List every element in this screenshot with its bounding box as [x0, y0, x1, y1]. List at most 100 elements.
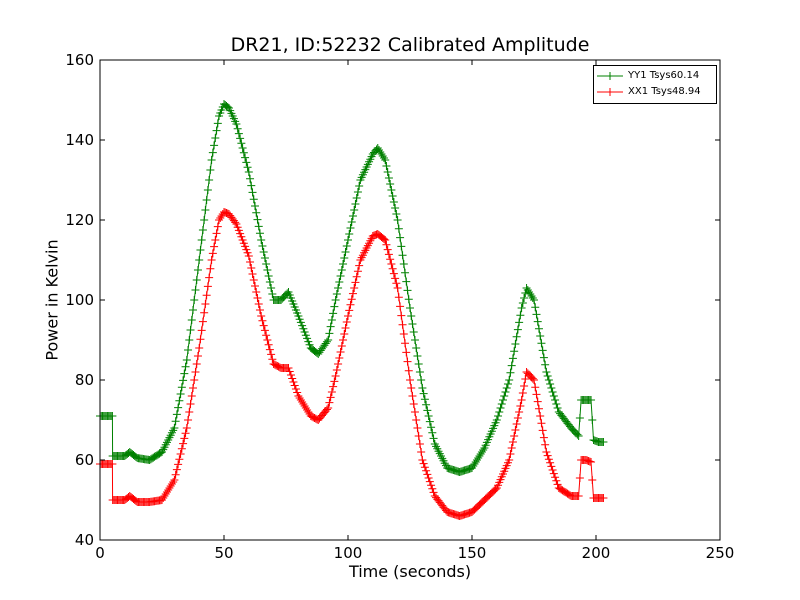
data-point-marker [530, 376, 538, 384]
data-point-marker [331, 296, 340, 304]
data-point-marker [238, 144, 247, 152]
data-point-marker [324, 336, 333, 344]
data-point-marker [422, 400, 431, 409]
x-axis-label: Time (seconds) [348, 562, 472, 581]
data-point-marker [332, 290, 341, 298]
data-point-marker [404, 366, 413, 375]
data-point-marker [295, 315, 304, 324]
data-point-marker [290, 381, 299, 390]
data-point-marker [330, 377, 339, 386]
data-point-marker [541, 360, 550, 369]
data-point-marker [201, 300, 210, 308]
data-point-marker [418, 384, 427, 392]
data-point-marker [252, 288, 261, 296]
data-point-marker [253, 215, 262, 224]
data-point-marker [184, 416, 193, 424]
series-line-1 [100, 211, 604, 517]
data-point-marker [184, 346, 193, 354]
data-point-marker [419, 389, 428, 398]
data-point-marker [379, 235, 388, 243]
data-point-marker [347, 295, 356, 304]
data-point-marker [552, 400, 561, 408]
data-point-marker [262, 260, 271, 268]
y-axis-label: Power in Kelvin [42, 239, 62, 361]
data-point-marker [528, 374, 537, 383]
data-point-marker [399, 330, 408, 338]
y-tick-label: 40 [75, 531, 94, 549]
data-point-marker [391, 204, 400, 212]
data-point-marker [518, 389, 527, 397]
data-point-marker [520, 382, 529, 390]
y-tick-label: 140 [65, 131, 94, 149]
data-point-marker [263, 336, 272, 344]
data-point-marker [543, 372, 552, 380]
data-point-marker [497, 400, 506, 408]
data-point-marker [394, 293, 403, 302]
data-point-marker [190, 296, 199, 304]
data-point-marker [353, 188, 362, 196]
data-point-marker [414, 432, 423, 440]
data-point-marker [198, 226, 207, 234]
data-point-marker [258, 316, 267, 325]
data-point-marker [534, 324, 543, 333]
data-point-marker [247, 264, 256, 272]
data-point-marker [268, 355, 277, 364]
data-point-marker [181, 362, 190, 371]
data-point-marker [205, 273, 214, 282]
data-point-marker [516, 311, 525, 320]
data-point-marker [383, 168, 392, 176]
data-point-marker [341, 324, 350, 332]
data-point-marker [254, 222, 263, 231]
data-point-marker [322, 405, 331, 414]
data-point-marker [510, 347, 519, 356]
data-point-marker [532, 310, 541, 319]
data-point-marker [521, 375, 530, 383]
data-point-marker [170, 476, 179, 484]
data-point-marker [530, 296, 538, 304]
data-point-marker [537, 419, 546, 428]
data-point-marker [189, 384, 197, 392]
data-point-marker [177, 383, 186, 392]
data-point-marker [531, 303, 540, 312]
data-point-marker [355, 182, 364, 190]
data-point-marker [201, 206, 210, 214]
data-point-marker [329, 309, 338, 318]
data-point-marker [254, 300, 263, 308]
data-point-marker [381, 156, 390, 164]
data-point-marker [394, 224, 403, 233]
data-point-marker [533, 397, 542, 406]
data-point-marker [304, 337, 313, 346]
data-point-marker [492, 416, 501, 424]
x-tick-label: 200 [582, 544, 611, 562]
data-point-marker [187, 316, 196, 324]
data-point-marker [252, 208, 261, 217]
data-point-marker [259, 321, 268, 330]
data-point-marker [429, 488, 438, 497]
legend-entry-xx1: XX1 Tsys48.94 [594, 84, 716, 100]
data-point-marker [192, 360, 201, 368]
data-point-marker [386, 180, 395, 188]
data-point-marker [186, 400, 195, 408]
series-markers-0 [96, 100, 608, 476]
data-point-marker [536, 412, 545, 420]
data-point-marker [176, 450, 185, 458]
data-point-marker [186, 326, 195, 334]
data-point-marker [246, 258, 255, 266]
data-point-marker [587, 396, 596, 404]
data-point-marker [288, 374, 297, 383]
legend: YY1 Tsys60.14 XX1 Tsys48.94 [593, 65, 717, 104]
data-point-marker [249, 195, 258, 204]
data-point-marker [544, 455, 553, 464]
data-point-marker [406, 376, 414, 384]
data-point-marker [425, 477, 434, 486]
data-point-marker [330, 302, 339, 311]
data-point-marker [520, 294, 529, 302]
data-point-marker [239, 239, 248, 248]
data-point-marker [210, 242, 219, 251]
data-point-marker [425, 417, 434, 426]
data-point-marker [508, 438, 517, 446]
data-point-marker [203, 282, 212, 291]
data-point-marker [205, 176, 214, 184]
data-point-marker [517, 396, 526, 404]
data-point-marker [413, 352, 422, 360]
